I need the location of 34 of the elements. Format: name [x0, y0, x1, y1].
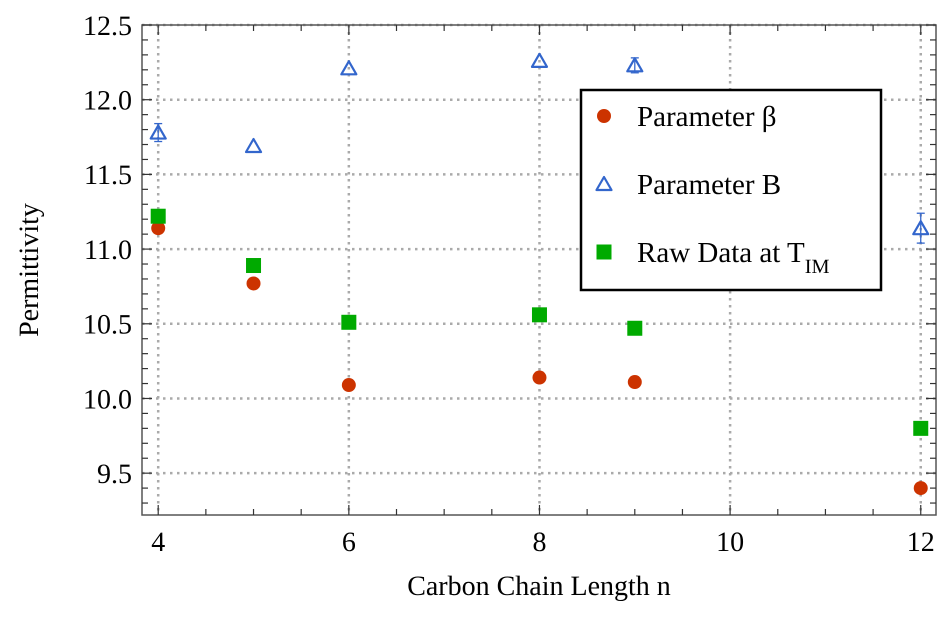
point [532, 370, 546, 385]
legend-label: Parameter β [637, 101, 777, 134]
legend-label: Parameter B [637, 169, 782, 202]
y-tick-label: 11.5 [84, 160, 132, 192]
y-tick-label: 9.5 [97, 458, 132, 490]
legend-label: Raw Data at T$_{IM}$ [637, 237, 830, 278]
point [628, 375, 642, 390]
x-tick-label: 10 [716, 527, 744, 558]
x-axis-title: Carbon Chain Length n [407, 571, 671, 602]
x-tick-label: 8 [532, 527, 546, 558]
point [150, 124, 167, 140]
point [913, 420, 928, 436]
x-tick-label: 6 [342, 527, 356, 558]
point [342, 378, 356, 392]
point [627, 320, 642, 336]
y-tick-label: 11.0 [84, 234, 132, 266]
x-tick-label: 12 [906, 527, 935, 558]
point [341, 314, 356, 330]
point [150, 208, 166, 224]
y-tick-label: 10.0 [83, 384, 132, 416]
point [912, 220, 930, 236]
y-tick-label: 10.5 [83, 310, 132, 341]
point [530, 52, 548, 68]
x-tick-label: 4 [151, 527, 166, 558]
y-tick-label: 12.5 [83, 10, 132, 42]
y-axis-title: Permittivity [14, 203, 45, 337]
point [246, 258, 262, 274]
point [244, 138, 262, 154]
point [626, 57, 644, 72]
y-tick-label: 12.0 [83, 85, 132, 116]
point [246, 276, 261, 290]
point [914, 481, 928, 496]
point [532, 307, 547, 322]
point [340, 60, 358, 76]
